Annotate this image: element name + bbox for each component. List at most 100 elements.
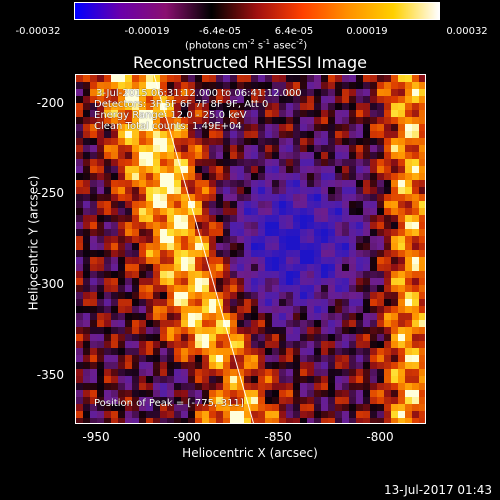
heatmap-cell bbox=[181, 264, 189, 272]
heatmap-cell bbox=[76, 306, 84, 314]
heatmap-cell bbox=[335, 341, 343, 349]
heatmap-cell bbox=[349, 173, 357, 181]
heatmap-cell bbox=[223, 208, 231, 216]
heatmap-cell bbox=[160, 341, 168, 349]
heatmap-cell bbox=[419, 313, 425, 321]
heatmap-cell bbox=[279, 159, 287, 167]
heatmap-cell bbox=[286, 264, 294, 272]
heatmap-cell bbox=[356, 187, 364, 195]
peak-position-label: Position of Peak = [-775,-311] bbox=[94, 398, 244, 409]
heatmap-cell bbox=[391, 348, 399, 356]
heatmap-cell bbox=[153, 187, 161, 195]
heatmap-cell bbox=[146, 159, 154, 167]
heatmap-cell bbox=[335, 306, 343, 314]
heatmap-cell bbox=[167, 397, 175, 405]
heatmap-cell bbox=[398, 376, 406, 384]
heatmap-cell bbox=[202, 243, 210, 251]
heatmap-cell bbox=[209, 285, 217, 293]
heatmap-cell bbox=[230, 299, 238, 307]
heatmap-cell bbox=[195, 334, 203, 342]
heatmap-cell bbox=[97, 320, 105, 328]
heatmap-cell bbox=[237, 229, 245, 237]
heatmap-cell bbox=[146, 103, 154, 111]
heatmap-cell bbox=[118, 159, 126, 167]
heatmap-cell bbox=[405, 313, 413, 321]
heatmap-cell bbox=[97, 313, 105, 321]
heatmap-cell bbox=[223, 152, 231, 160]
heatmap-cell bbox=[104, 348, 112, 356]
heatmap-cell bbox=[384, 257, 392, 265]
heatmap-cell bbox=[97, 334, 105, 342]
heatmap-cell bbox=[405, 306, 413, 314]
heatmap-cell bbox=[342, 110, 350, 118]
heatmap-cell bbox=[97, 418, 105, 423]
heatmap-cell bbox=[300, 411, 308, 419]
heatmap-cell bbox=[188, 292, 196, 300]
heatmap-cell bbox=[251, 124, 259, 132]
heatmap-cell bbox=[314, 404, 322, 412]
heatmap-cell bbox=[167, 117, 175, 125]
heatmap-cell bbox=[419, 201, 425, 209]
heatmap-cell bbox=[174, 138, 182, 146]
heatmap-cell bbox=[335, 418, 343, 423]
heatmap-cell bbox=[202, 152, 210, 160]
heatmap-cell bbox=[342, 124, 350, 132]
heatmap-cell bbox=[174, 383, 182, 391]
heatmap-cell bbox=[209, 257, 217, 265]
heatmap-cell bbox=[377, 222, 385, 230]
heatmap-cell bbox=[76, 404, 84, 412]
heatmap-cell bbox=[370, 292, 378, 300]
heatmap-cell bbox=[391, 327, 399, 335]
heatmap-cell bbox=[405, 320, 413, 328]
heatmap-cell bbox=[286, 404, 294, 412]
heatmap-cell bbox=[202, 411, 210, 419]
heatmap-cell bbox=[272, 208, 280, 216]
heatmap-cell bbox=[97, 404, 105, 412]
heatmap-cell bbox=[118, 145, 126, 153]
heatmap-cell bbox=[419, 250, 425, 258]
heatmap-cell bbox=[216, 390, 224, 398]
heatmap-cell bbox=[251, 180, 259, 188]
heatmap-cell bbox=[391, 369, 399, 377]
heatmap-cell bbox=[307, 222, 315, 230]
heatmap-cell bbox=[265, 271, 273, 279]
heatmap-cell bbox=[244, 334, 252, 342]
heatmap-cell bbox=[405, 285, 413, 293]
heatmap-cell bbox=[384, 166, 392, 174]
heatmap-cell bbox=[335, 103, 343, 111]
heatmap-cell bbox=[363, 306, 371, 314]
heatmap-cell bbox=[335, 159, 343, 167]
heatmap-cell bbox=[181, 292, 189, 300]
heatmap-cell bbox=[398, 117, 406, 125]
heatmap-cell bbox=[202, 313, 210, 321]
heatmap-cell bbox=[146, 313, 154, 321]
heatmap-cell bbox=[90, 264, 98, 272]
heatmap-cell bbox=[293, 369, 301, 377]
heatmap-cell bbox=[307, 369, 315, 377]
heatmap-cell bbox=[146, 362, 154, 370]
heatmap-cell bbox=[272, 411, 280, 419]
heatmap-cell bbox=[286, 292, 294, 300]
heatmap-cell bbox=[97, 341, 105, 349]
heatmap-cell bbox=[258, 138, 266, 146]
heatmap-cell bbox=[328, 341, 336, 349]
heatmap-cell bbox=[398, 327, 406, 335]
heatmap-cell bbox=[160, 138, 168, 146]
heatmap-cell bbox=[202, 341, 210, 349]
heatmap-cell bbox=[104, 271, 112, 279]
heatmap-cell bbox=[349, 348, 357, 356]
heatmap-cell bbox=[363, 264, 371, 272]
heatmap-cell bbox=[300, 124, 308, 132]
heatmap-cell bbox=[328, 103, 336, 111]
heatmap-cell bbox=[132, 166, 140, 174]
heatmap-cell bbox=[405, 89, 413, 97]
heatmap-cell bbox=[279, 292, 287, 300]
heatmap-cell bbox=[356, 173, 364, 181]
heatmap-cell bbox=[202, 306, 210, 314]
heatmap-cell bbox=[139, 348, 147, 356]
heatmap-cell bbox=[384, 250, 392, 258]
heatmap-cell bbox=[412, 376, 420, 384]
heatmap-cell bbox=[272, 355, 280, 363]
heatmap-cell bbox=[328, 306, 336, 314]
heatmap-cell bbox=[118, 250, 126, 258]
